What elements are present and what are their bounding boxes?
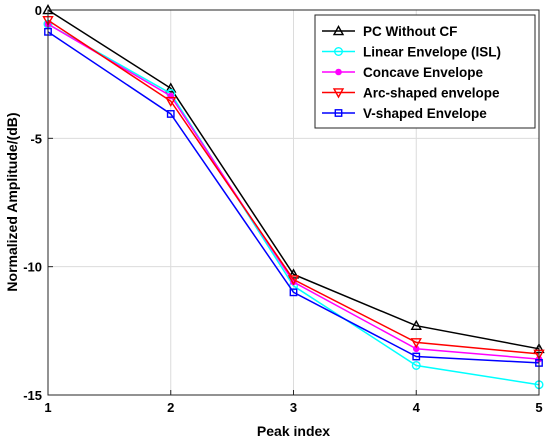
- circle-marker: [411, 360, 421, 370]
- x-tick-label: 3: [290, 400, 297, 415]
- triangle-down-marker: [410, 338, 422, 349]
- series-line: [47, 23, 540, 386]
- square-marker: [334, 109, 343, 117]
- series-line: [47, 9, 540, 350]
- square-marker: [412, 352, 421, 361]
- legend-entry: V-shaped Envelope: [322, 106, 487, 121]
- x-tick-label: 2: [167, 400, 174, 415]
- legend-label: Linear Envelope (ISL): [363, 45, 501, 60]
- y-tick-label: -10: [23, 260, 42, 275]
- series-line: [47, 31, 540, 364]
- x-tick-label: 4: [413, 400, 421, 415]
- legend-entry: Concave Envelope: [322, 65, 484, 80]
- legend-entry: Linear Envelope (ISL): [322, 45, 501, 60]
- square-marker: [289, 288, 298, 297]
- asterisk-marker: [335, 68, 342, 76]
- tick-layer: 1 2 3 4 5 -15 -10 -5 0: [23, 3, 542, 415]
- series-line: [47, 19, 540, 355]
- x-axis-title: Peak index: [257, 423, 330, 439]
- legend-entry: PC Without CF: [322, 24, 457, 39]
- triangle-up-marker: [165, 82, 177, 93]
- triangle-down-marker: [165, 96, 177, 108]
- triangle-up-marker: [287, 268, 300, 279]
- y-tick-label: -5: [30, 131, 42, 146]
- legend-label: Concave Envelope: [363, 65, 484, 80]
- x-tick-label: 1: [44, 400, 51, 415]
- legend-entry: Arc-shaped envelope: [322, 86, 500, 101]
- triangle-up-marker: [410, 319, 422, 330]
- legend-label: V-shaped Envelope: [363, 106, 487, 121]
- y-axis-title: Normalized Amplitude/(dB): [4, 112, 20, 291]
- legend: PC Without CF Linear Envelope (ISL) Concav…: [314, 14, 536, 129]
- x-tick-label: 5: [535, 400, 542, 415]
- triangle-up-marker: [332, 25, 345, 36]
- circle-marker: [334, 47, 344, 57]
- y-tick-label: 0: [35, 3, 42, 18]
- legend-label: PC Without CF: [363, 24, 457, 39]
- y-tick-label: -15: [23, 388, 42, 403]
- triangle-down-marker: [332, 88, 345, 99]
- square-marker: [166, 110, 175, 118]
- triangle-down-marker: [287, 275, 300, 286]
- legend-label: Arc-shaped envelope: [363, 86, 500, 101]
